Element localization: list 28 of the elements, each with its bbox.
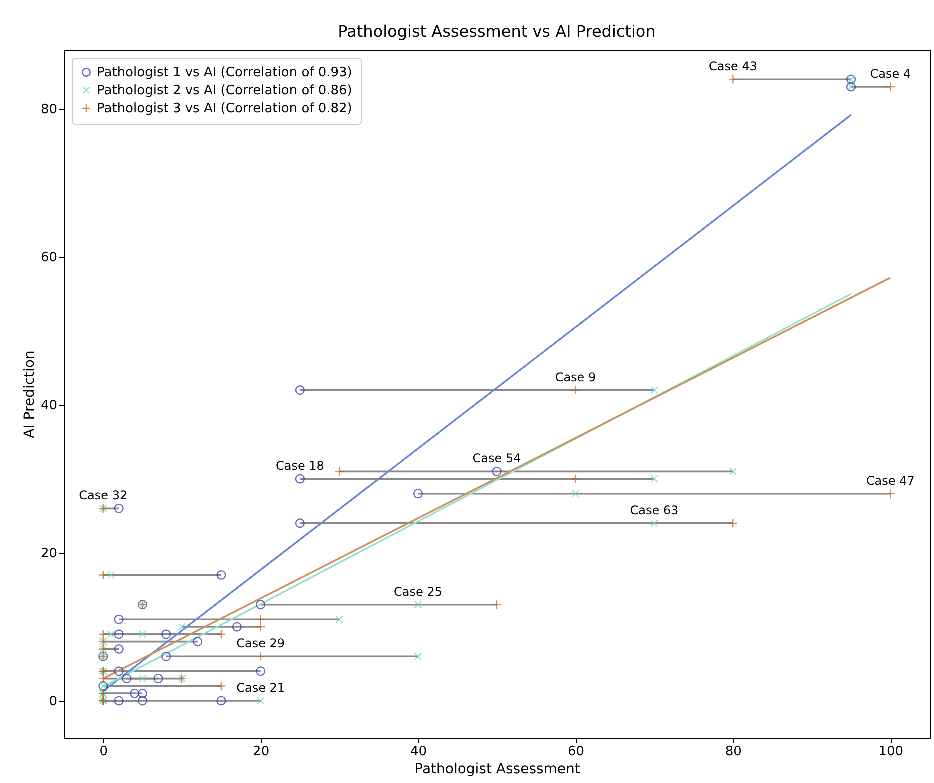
annotation: Case 18 <box>276 459 324 474</box>
annotation: Case 4 <box>870 66 912 81</box>
y-tick-label: 20 <box>40 546 58 562</box>
legend-label: Pathologist 1 vs AI (Correlation of 0.93) <box>97 66 352 80</box>
x-tick-label: 80 <box>725 744 742 760</box>
x-axis-title: Pathologist Assessment <box>414 762 581 778</box>
annotation: Case 25 <box>394 584 442 599</box>
annotation: Case 9 <box>555 370 596 384</box>
y-tick-label: 80 <box>40 102 58 118</box>
annotation: Case 21 <box>236 681 286 696</box>
x-tick-label: 100 <box>878 744 904 760</box>
x-tick-label: 20 <box>253 744 270 760</box>
y-tick-label: 60 <box>40 250 58 266</box>
annotation: Case 29 <box>236 636 286 651</box>
annotation: Case 54 <box>472 452 522 466</box>
y-tick-label: 0 <box>49 694 58 710</box>
annotation: Case 47 <box>866 474 915 488</box>
y-axis-title: AI Prediction <box>22 350 38 438</box>
x-tick-label: 60 <box>568 744 584 760</box>
chart-title: Pathologist Assessment vs AI Prediction <box>338 22 656 41</box>
legend-label: Pathologist 3 vs AI (Correlation of 0.82) <box>97 102 352 116</box>
annotation: Case 63 <box>630 503 679 518</box>
annotation: Case 43 <box>708 60 758 74</box>
x-tick-label: 0 <box>100 744 108 760</box>
x-tick-label: 40 <box>410 744 428 760</box>
y-tick-label: 40 <box>40 398 58 414</box>
legend-label: Pathologist 2 vs AI (Correlation of 0.86) <box>97 84 352 98</box>
annotation: Case 32 <box>79 488 128 503</box>
